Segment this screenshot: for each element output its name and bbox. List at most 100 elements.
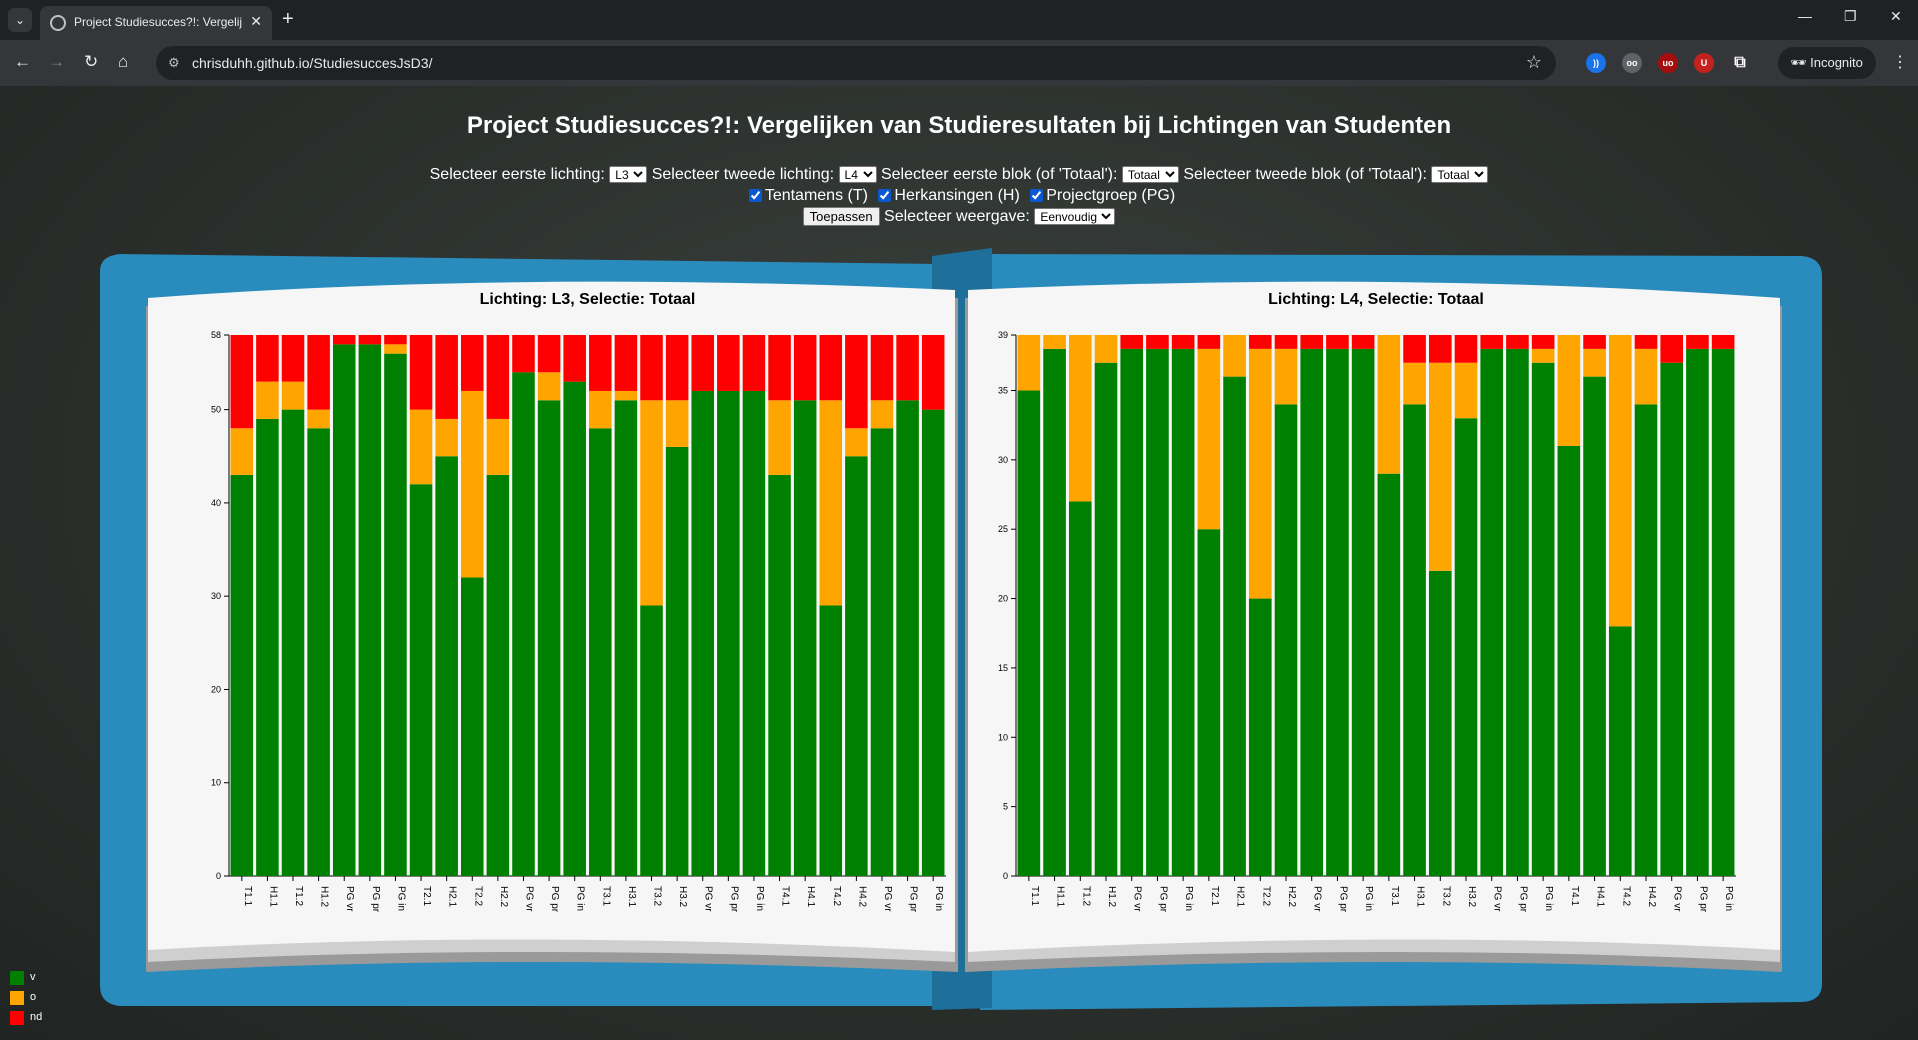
first-blok-select[interactable]: Totaal	[1121, 166, 1179, 184]
site-settings-icon[interactable]: ⚙	[168, 55, 180, 70]
bar-segment-nd	[717, 335, 740, 391]
first-lichting-select[interactable]: L3	[609, 166, 648, 184]
extension-u-icon[interactable]: U	[1694, 53, 1714, 73]
x-tick-label: PG pr	[908, 886, 919, 913]
x-tick-label: PG pr	[728, 886, 739, 913]
x-tick-label: H3.2	[677, 886, 688, 908]
back-arrow-icon[interactable]: ←	[14, 52, 31, 71]
extension-wave-icon[interactable]: ))	[1586, 53, 1606, 73]
bar-segment-nd	[742, 335, 766, 391]
bar-segment-o	[307, 409, 330, 429]
bar-segment-nd	[1326, 335, 1349, 349]
bar-segment-v	[230, 474, 254, 876]
y-tick-label: 0	[1003, 871, 1008, 881]
browser-tab[interactable]: Project Studiesucces?!: Vergelijken van …	[40, 6, 272, 40]
x-tick-label: H2.1	[1235, 886, 1246, 908]
projectgroep-checkbox[interactable]	[1030, 189, 1044, 203]
y-tick-label: 20	[998, 594, 1008, 604]
apply-button[interactable]: Toepassen	[802, 207, 880, 227]
extension-ublock-icon[interactable]: uo	[1658, 53, 1678, 73]
bar-segment-nd	[1248, 335, 1272, 349]
herkansingen-label: Herkansingen (H)	[894, 187, 1020, 204]
x-tick-label: H4.2	[1646, 886, 1657, 908]
x-tick-label: PG in	[1543, 886, 1554, 911]
incognito-label: Incognito	[1810, 55, 1863, 70]
address-bar[interactable]: ⚙ chrisduhh.github.io/StudiesuccesJsD3/ …	[156, 46, 1556, 80]
window-close-icon[interactable]: ✕	[1890, 8, 1902, 24]
second-blok-select[interactable]: Totaal	[1431, 166, 1489, 184]
bar-segment-v	[665, 446, 689, 876]
x-tick-label: PG pr	[1697, 886, 1708, 913]
bar-segment-nd	[435, 335, 458, 419]
incognito-badge[interactable]: 🕶 Incognito	[1778, 47, 1876, 79]
bar-segment-v	[691, 390, 714, 876]
page-title: Project Studiesucces?!: Vergelijken van …	[466, 112, 1452, 139]
close-tab-icon[interactable]: ✕	[250, 13, 262, 29]
bar-segment-nd	[307, 335, 330, 410]
y-tick-label: 10	[998, 732, 1008, 742]
new-tab-plus-icon[interactable]: +	[282, 8, 294, 30]
projectgroep-label: Projectgroep (PG)	[1046, 187, 1176, 204]
x-tick-label: PG in	[575, 886, 586, 911]
minimize-icon[interactable]: —	[1798, 8, 1812, 24]
restore-icon[interactable]: ❐	[1844, 8, 1857, 24]
y-tick-label: 10	[211, 778, 221, 788]
bar-segment-v	[1300, 348, 1324, 876]
bar-segment-nd	[1454, 335, 1478, 363]
bar-segment-nd	[512, 335, 535, 373]
bar-segment-v	[896, 400, 919, 876]
reload-icon[interactable]: ↻	[84, 52, 99, 71]
bar-segment-nd	[461, 335, 484, 391]
bar-segment-nd	[409, 335, 433, 410]
forward-arrow-icon[interactable]: →	[48, 52, 65, 71]
y-tick-label: 5	[1003, 802, 1008, 812]
bar-segment-v	[486, 474, 510, 876]
x-tick-label: PG vr	[523, 886, 534, 912]
bar-segment-v	[384, 353, 407, 877]
browser-menu-icon[interactable]: ⋮	[1892, 54, 1908, 71]
y-tick-label: 30	[998, 455, 1008, 465]
bar-segment-nd	[614, 335, 638, 391]
x-tick-label: H1.1	[267, 886, 278, 908]
second-lichting-select[interactable]: L4	[838, 166, 877, 184]
bar-segment-v	[1197, 529, 1221, 876]
x-tick-label: T3.1	[1389, 886, 1400, 906]
tentamens-checkbox[interactable]	[748, 189, 762, 203]
bar-segment-nd	[921, 335, 945, 410]
bar-segment-v	[1223, 376, 1246, 876]
x-tick-label: H2.2	[498, 886, 509, 908]
bar-segment-nd	[1660, 335, 1684, 363]
bar-segment-v	[332, 344, 356, 876]
weergave-select[interactable]: Eenvoudig	[1034, 208, 1116, 226]
x-tick-label: H4.2	[856, 886, 867, 908]
tab-list-chevron-icon[interactable]: ⌄	[8, 8, 32, 32]
url-text[interactable]: chrisduhh.github.io/StudiesuccesJsD3/	[192, 55, 433, 71]
bar-segment-nd	[896, 335, 919, 401]
bar-segment-nd	[384, 335, 407, 345]
bar-segment-o	[1068, 335, 1092, 502]
legend-label-nd: nd	[30, 1011, 43, 1023]
x-tick-label: PG vr	[1312, 886, 1323, 912]
bookmark-star-icon[interactable]: ☆	[1525, 52, 1542, 72]
bar-segment-nd	[691, 335, 714, 391]
x-tick-label: PG vr	[1672, 886, 1683, 912]
bar-segment-o	[1223, 335, 1246, 377]
bar-segment-o	[1557, 335, 1581, 446]
extensions-puzzle-icon[interactable]: ⧉	[1734, 54, 1746, 71]
home-icon[interactable]: ⌂	[118, 52, 129, 71]
bar-segment-nd	[486, 335, 510, 419]
first-lichting-label: Selecteer eerste lichting:	[429, 166, 605, 183]
herkansingen-checkbox[interactable]	[878, 189, 892, 203]
bar-segment-v	[537, 400, 561, 876]
bar-segment-nd	[1711, 335, 1735, 349]
bar-segment-o	[1017, 335, 1041, 391]
y-tick-label: 25	[998, 524, 1008, 534]
x-tick-label: H1.2	[1106, 886, 1117, 908]
incognito-icon: 🕶	[1790, 55, 1811, 70]
extension-glasses-icon[interactable]: oo	[1622, 53, 1642, 73]
bar-segment-nd	[1428, 335, 1452, 363]
bar-segment-nd	[1634, 335, 1658, 349]
bar-segment-v	[768, 474, 791, 876]
bar-segment-o	[1377, 335, 1401, 474]
x-tick-label: PG pr	[1157, 886, 1168, 913]
